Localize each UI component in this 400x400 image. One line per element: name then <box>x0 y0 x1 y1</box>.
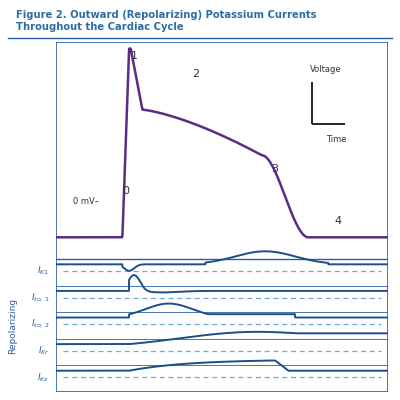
Text: 0 mV–: 0 mV– <box>73 197 99 206</box>
Text: Figure 2. Outward (Repolarizing) Potassium Currents: Figure 2. Outward (Repolarizing) Potassi… <box>16 10 316 20</box>
Text: 1: 1 <box>130 51 138 61</box>
Text: $I_{to,\,2}$: $I_{to,\,2}$ <box>31 318 49 330</box>
Text: 2: 2 <box>192 69 199 79</box>
Text: $I_{Kr}$: $I_{Kr}$ <box>38 344 49 357</box>
Text: Voltage: Voltage <box>310 65 342 74</box>
Text: $I_{to,\,1}$: $I_{to,\,1}$ <box>31 292 49 304</box>
Text: Throughout the Cardiac Cycle: Throughout the Cardiac Cycle <box>16 22 184 32</box>
Text: 3: 3 <box>272 164 279 174</box>
Text: 0: 0 <box>122 186 129 196</box>
Text: $I_{Ks}$: $I_{Ks}$ <box>37 371 49 384</box>
Text: Time: Time <box>326 135 346 144</box>
Text: Repolarizing: Repolarizing <box>8 298 17 354</box>
Text: $I_{K1}$: $I_{K1}$ <box>37 265 49 277</box>
Text: 4: 4 <box>335 216 342 226</box>
